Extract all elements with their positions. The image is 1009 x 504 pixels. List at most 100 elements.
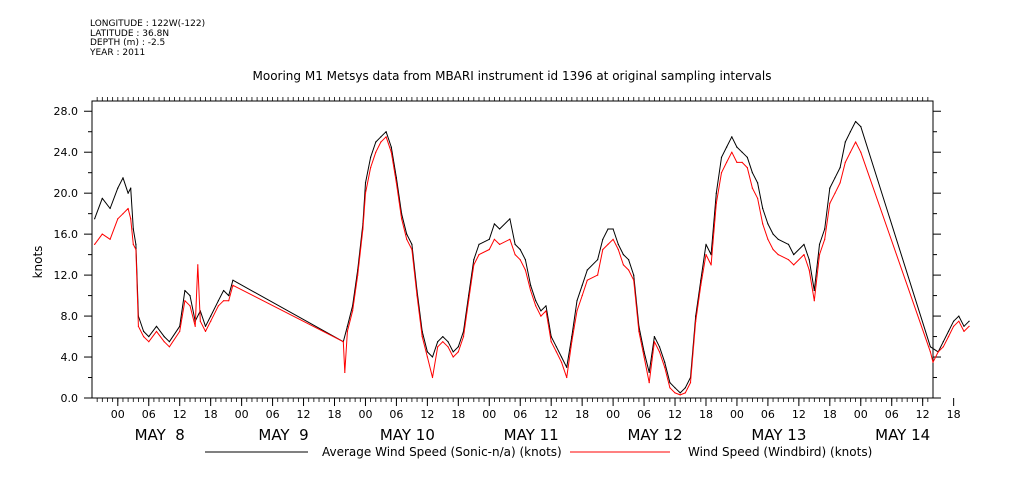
data-point [684,387,686,389]
data-point [726,146,728,148]
data-point [669,387,671,389]
data-point [488,238,490,240]
y-tick-label: 28.0 [54,105,79,118]
data-point [963,330,965,332]
data-point [602,248,604,251]
data-point [184,300,186,302]
data-point [132,228,134,230]
data-point [679,392,681,394]
data-point [638,330,640,332]
data-point [942,346,944,348]
data-point [787,259,790,261]
x-tick-label: 06 [513,408,527,421]
plot-frame [91,100,934,399]
data-point [705,254,707,256]
x-tick-label: 06 [389,408,403,421]
x-tick-label: 00 [482,408,496,421]
x-day-label: MAY 9 [258,426,308,444]
data-point [457,346,459,348]
data-point [741,161,743,163]
data-point [390,146,392,148]
data-point [633,279,635,281]
data-point [499,243,501,245]
x-tick-label: 12 [173,408,187,421]
data-point [189,305,191,307]
data-point [803,243,805,245]
y-tick-label: 0.0 [61,392,79,405]
data-point [127,192,129,194]
data-point [101,197,103,199]
data-point [942,341,944,343]
data-point [217,305,219,307]
chart-legend: Average Wind Speed (Sonic-n/a) (knots) Wi… [205,445,872,459]
data-point [155,325,158,327]
data-point [963,325,965,327]
data-point [715,192,717,194]
data-point [818,254,821,256]
data-point [566,376,568,379]
data-point [509,218,511,220]
x-tick-label: 12 [668,408,682,421]
data-point [364,182,367,184]
data-point [658,351,661,353]
data-point [426,351,428,353]
data-point [447,346,449,348]
data-point [437,341,439,343]
data-point [720,172,723,174]
data-point [751,187,754,189]
series-layer [94,120,970,396]
data-point [808,269,810,271]
data-point [581,284,583,286]
data-point [958,315,960,317]
data-point [375,151,377,153]
data-point [860,126,862,128]
data-point [488,248,490,251]
data-point [352,310,354,312]
data-point [462,336,465,338]
data-point [168,346,170,348]
x-tick-label: 12 [792,408,806,421]
data-point [426,356,428,358]
data-point [757,182,759,184]
data-point [143,336,145,338]
data-point [777,238,779,240]
data-point [818,243,821,245]
data-point [163,341,165,343]
data-point [710,264,712,266]
data-point [762,223,764,225]
x-day-label: MAY 13 [751,426,806,444]
data-point [401,218,403,220]
data-point [478,243,480,245]
data-point [530,289,532,292]
data-point [452,351,454,353]
x-tick-label: 18 [327,408,341,421]
data-point [855,141,857,143]
data-point [442,341,444,343]
x-day-label: MAY 14 [875,426,930,444]
data-point [803,254,805,256]
data-point [953,325,955,327]
data-point [473,259,475,261]
data-point [700,279,702,281]
data-point [560,361,563,363]
data-point [228,300,230,302]
data-point [223,289,225,292]
data-point [210,320,212,322]
x-tick-label: 00 [854,408,868,421]
data-point [127,207,129,210]
data-point [772,248,774,251]
data-point [947,336,950,338]
data-point [824,238,826,240]
year-text: YEAR : 2011 [90,47,146,58]
x-tick-label: 00 [730,408,744,421]
data-point [530,284,532,286]
data-point [648,371,650,373]
data-point [674,392,676,394]
data-point [357,274,359,276]
data-point [395,182,397,184]
data-point [406,238,408,240]
x-tick-label: 18 [204,408,218,421]
data-point [555,351,558,353]
data-point [844,161,846,163]
